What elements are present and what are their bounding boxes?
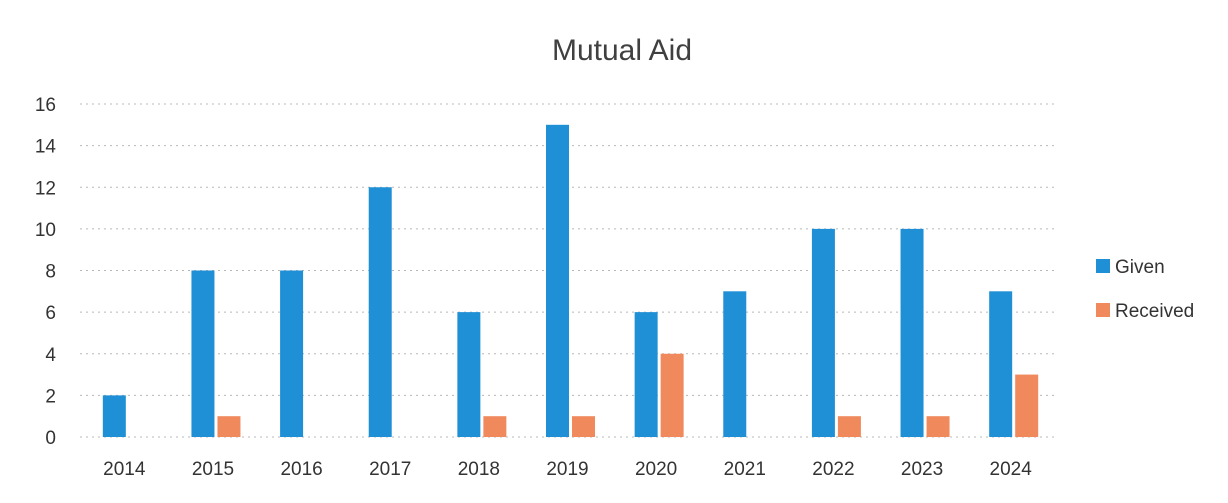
x-tick-label: 2021: [724, 459, 766, 480]
x-tick-label: 2020: [635, 459, 677, 480]
x-tick-label: 2015: [192, 459, 234, 480]
legend: Given Received: [1096, 257, 1194, 322]
bar-given-2018: [457, 312, 481, 437]
bar-given-2021: [723, 291, 747, 437]
chart-title: Mutual Aid: [552, 34, 692, 67]
bar-received-2019: [572, 416, 595, 437]
y-tick-label: 0: [45, 428, 56, 449]
legend-swatch-given: [1096, 259, 1110, 273]
bar-received-2024: [1015, 374, 1039, 437]
legend-label-received: Received: [1115, 301, 1194, 322]
y-tick-label: 2: [45, 386, 56, 407]
bar-given-2022: [811, 228, 835, 437]
y-axis-ticks: 0 2 4 6 8 10 12 14 16: [35, 95, 57, 449]
y-tick-label: 14: [35, 137, 57, 158]
bar-given-2020: [634, 312, 658, 437]
y-tick-label: 12: [35, 178, 56, 199]
bar-received-2015: [217, 416, 241, 437]
legend-label-given: Given: [1115, 257, 1165, 278]
legend-swatch-received: [1096, 303, 1110, 317]
bar-given-2023: [900, 228, 924, 437]
x-axis-ticks: 2014 2015 2016 2017 2018 2019 2020 2021 2022 2023…: [103, 459, 1032, 480]
y-tick-label: 6: [45, 303, 56, 324]
x-tick-label: 2019: [546, 459, 588, 480]
bar-given-2014: [102, 395, 126, 437]
y-tick-label: 10: [35, 220, 56, 241]
x-tick-label: 2016: [280, 459, 322, 480]
bar-received-2022: [837, 416, 861, 437]
x-tick-label: 2014: [103, 459, 146, 480]
x-tick-label: 2018: [458, 459, 500, 480]
bar-given-2017: [368, 187, 392, 437]
x-tick-label: 2017: [369, 459, 411, 480]
bar-given-2024: [989, 291, 1013, 437]
bar-received-2018: [483, 416, 507, 437]
x-tick-label: 2024: [990, 459, 1033, 480]
bar-given-2016: [280, 270, 304, 437]
bar-given-2019: [546, 124, 569, 437]
y-tick-label: 16: [35, 95, 56, 116]
y-tick-label: 8: [45, 262, 56, 283]
x-tick-label: 2023: [901, 459, 943, 480]
x-tick-label: 2022: [812, 459, 854, 480]
bar-received-2023: [926, 416, 950, 437]
bar-received-2020: [660, 353, 684, 437]
y-tick-label: 4: [45, 345, 56, 366]
bars: [102, 124, 1039, 437]
bar-given-2015: [191, 270, 215, 437]
